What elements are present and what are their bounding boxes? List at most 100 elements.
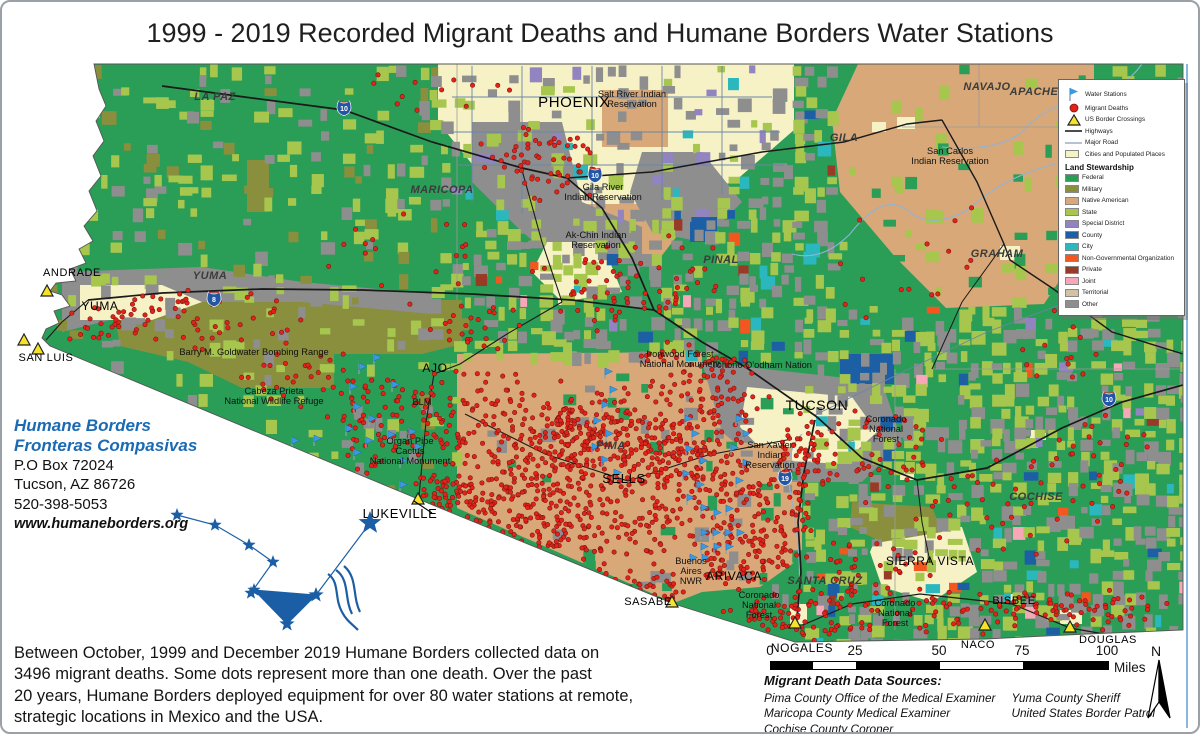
migrant-death-dot: [671, 450, 677, 456]
migrant-death-dot: [938, 437, 944, 443]
highway-line: [795, 593, 1105, 635]
migrant-death-dot: [362, 383, 368, 389]
migrant-death-dot: [212, 324, 218, 330]
migrant-death-dot: [820, 481, 826, 487]
migrant-death-dot: [596, 440, 602, 446]
migrant-death-dot: [602, 590, 608, 596]
migrant-death-dot: [620, 426, 626, 432]
migrant-death-dot: [479, 497, 485, 503]
migrant-death-dot: [375, 432, 381, 438]
migrant-death-dot: [741, 566, 747, 572]
migrant-death-dot: [662, 440, 668, 446]
migrant-death-dot: [116, 309, 122, 315]
migrant-death-dot: [760, 509, 766, 515]
migrant-death-dot: [1094, 603, 1100, 609]
migrant-death-dot: [632, 407, 638, 413]
migrant-death-dot: [929, 292, 935, 298]
migrant-death-dot: [854, 468, 860, 474]
migrant-death-dot: [810, 447, 816, 453]
migrant-death-dot: [664, 519, 670, 525]
legend-label: Joint: [1082, 277, 1096, 285]
migrant-death-dot: [615, 455, 621, 461]
migrant-death-dot: [462, 543, 468, 549]
migrant-death-dot: [1145, 607, 1151, 613]
migrant-death-dot: [743, 418, 749, 424]
migrant-death-dot: [473, 535, 479, 541]
migrant-death-dot: [444, 221, 450, 227]
migrant-death-dot: [399, 405, 405, 411]
migrant-death-dot: [741, 559, 747, 565]
migrant-death-dot: [612, 518, 618, 524]
migrant-death-dot: [596, 525, 602, 531]
city-label: SIERRA VISTA: [886, 554, 974, 568]
migrant-death-dot: [436, 501, 442, 507]
migrant-death-dot: [667, 389, 673, 395]
migrant-death-dot: [442, 491, 448, 497]
migrant-death-dot: [446, 328, 452, 334]
migrant-death-dot: [431, 494, 437, 500]
migrant-death-dot: [513, 540, 519, 546]
migrant-death-dot: [509, 496, 515, 502]
migrant-death-dot: [929, 595, 935, 601]
scale-bar: [770, 661, 1109, 670]
migrant-death-dot: [558, 578, 564, 584]
migrant-death-dot: [707, 409, 713, 415]
migrant-death-dot: [283, 340, 289, 346]
migrant-death-dot: [364, 470, 370, 476]
migrant-death-dot: [510, 517, 516, 523]
migrant-death-dot: [724, 460, 730, 466]
migrant-death-dot: [579, 572, 585, 578]
migrant-death-dot: [496, 447, 502, 453]
legend-label: Highways: [1085, 127, 1113, 135]
migrant-death-dot: [495, 458, 501, 464]
migrant-death-dot: [1000, 520, 1006, 526]
migrant-death-dot: [508, 466, 514, 472]
migrant-death-dot: [624, 531, 630, 537]
migrant-death-dot: [826, 631, 832, 637]
migrant-death-dot: [599, 392, 605, 398]
migrant-death-dot: [519, 447, 525, 453]
migrant-death-dot: [436, 495, 442, 501]
migrant-death-dot: [874, 541, 880, 547]
org-info: Humane Borders Fronteras Compasivas P.O …: [14, 416, 197, 533]
migrant-death-dot: [744, 363, 750, 369]
migrant-death-dot: [341, 241, 347, 247]
migrant-death-dot: [578, 469, 584, 475]
migrant-death-dot: [1031, 592, 1037, 598]
migrant-death-dot: [780, 559, 786, 565]
migrant-death-dot: [535, 463, 541, 469]
migrant-death-dot: [511, 532, 517, 538]
city-label: NOGALES: [771, 641, 833, 655]
migrant-death-dot: [698, 363, 704, 369]
migrant-death-dot: [712, 421, 718, 427]
scale-bar-segment: [940, 662, 1023, 669]
migrant-death-dot: [439, 440, 445, 446]
migrant-death-dot: [305, 362, 311, 368]
migrant-death-dot: [496, 495, 502, 501]
migrant-death-dot: [1097, 481, 1103, 487]
migrant-death-dot: [537, 197, 543, 203]
migrant-death-dot: [715, 402, 721, 408]
migrant-death-dot: [475, 534, 481, 540]
migrant-death-dot: [489, 400, 495, 406]
migrant-death-dot: [825, 477, 831, 483]
migrant-death-dot: [422, 404, 428, 410]
migrant-death-dot: [662, 593, 668, 599]
migrant-death-dot: [664, 514, 670, 520]
migrant-death-dot: [1086, 434, 1092, 440]
migrant-death-dot: [260, 381, 266, 387]
migrant-death-dot: [471, 591, 477, 597]
migrant-death-dot: [719, 429, 725, 435]
migrant-death-dot: [575, 463, 581, 469]
migrant-death-dot: [505, 566, 511, 572]
migrant-death-dot: [458, 545, 464, 551]
migrant-death-dot: [552, 449, 558, 455]
migrant-death-dot: [106, 332, 112, 338]
migrant-death-dot: [525, 160, 531, 166]
migrant-death-dot: [360, 412, 366, 418]
migrant-death-dot: [754, 406, 760, 412]
legend-label: State: [1082, 208, 1097, 216]
org-website: www.humaneborders.org: [14, 515, 189, 532]
migrant-death-dot: [491, 421, 497, 427]
